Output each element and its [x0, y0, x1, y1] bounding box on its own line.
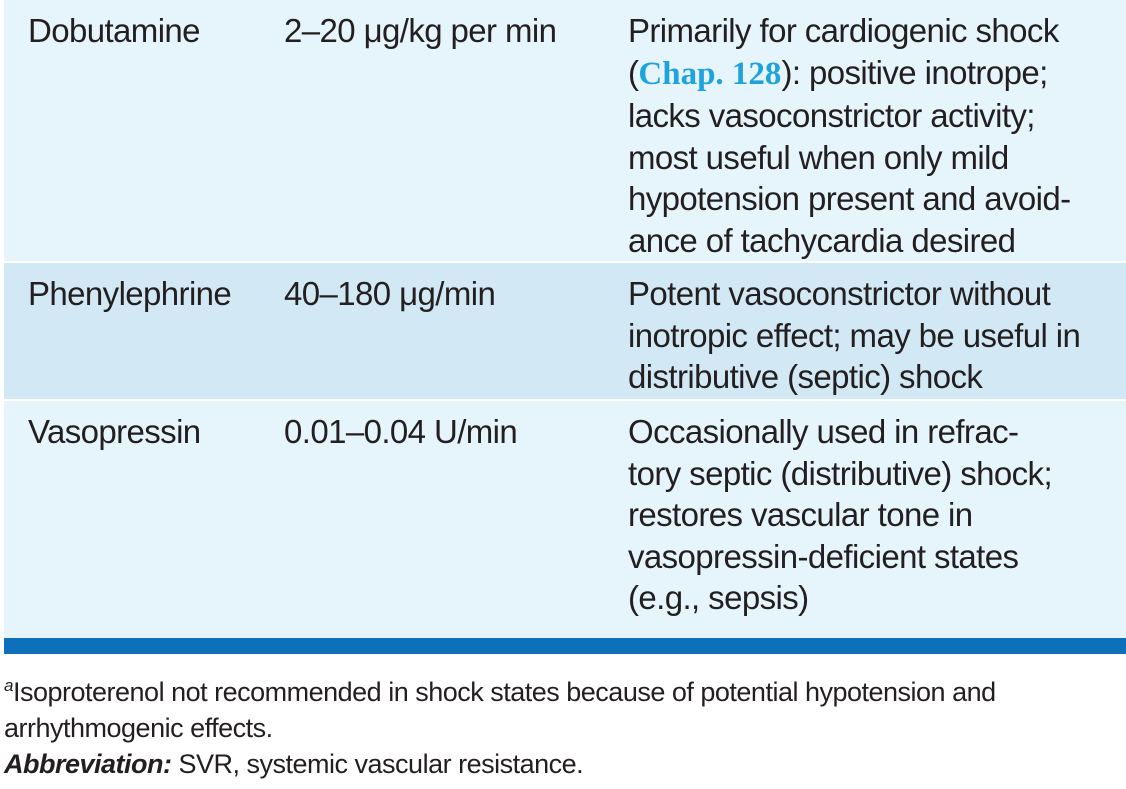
comment-line: lacks vasoconstrictor activity;	[628, 97, 1035, 134]
drug-comment: Potent vasoconstrictor without inotropic…	[628, 273, 1081, 398]
comment-line: Potent vasoconstrictor without	[628, 275, 1051, 312]
table-footnotes: aIsoproterenol not recommended in shock …	[4, 668, 996, 782]
table-row-phenylephrine: Phenylephrine 40–180 μg/min Potent vasoc…	[4, 263, 1126, 399]
drug-dose: 40–180 μg/min	[284, 275, 496, 312]
comment-line: Primarily for cardiogenic shock	[628, 12, 1059, 49]
comment-line: (e.g., sepsis)	[628, 579, 809, 616]
drug-name: Phenylephrine	[28, 275, 232, 312]
comment-line: distributive (septic) shock	[628, 358, 983, 395]
drug-name: Vasopressin	[28, 413, 201, 450]
abbreviation-label: Abbreviation:	[4, 749, 172, 779]
footnote-continuation: arrhythmogenic effects.	[4, 713, 273, 743]
comment-line-tail: ): positive inotrope;	[781, 53, 1048, 91]
paren-open: (	[628, 53, 639, 91]
footnote-isoproterenol: aIsoproterenol not recommended in shock …	[4, 668, 996, 710]
chapter-reference-link[interactable]: Chap. 128	[638, 55, 782, 92]
drug-table: Dobutamine 2–20 μg/kg per min Primarily …	[4, 0, 1126, 638]
row-divider	[4, 399, 1126, 401]
drug-dose: 0.01–0.04 U/min	[284, 413, 518, 450]
comment-line: ance of tachycardia desired	[628, 221, 1016, 259]
comment-line: (Chap. 128): positive inotrope;	[628, 52, 1071, 96]
footnote-text: Isoproterenol not recommended in shock s…	[12, 677, 996, 707]
table-row-vasopressin: Vasopressin 0.01–0.04 U/min Occasionally…	[4, 401, 1126, 638]
comment-line: most useful when only mild	[628, 138, 1009, 176]
abbreviation-note: Abbreviation: SVR, systemic vascular res…	[4, 746, 996, 782]
comment-line: Occasionally used in refrac-	[628, 413, 1019, 450]
row-divider	[4, 261, 1126, 263]
comment-line: tory septic (distributive) shock;	[628, 454, 1053, 492]
drug-comment: Primarily for cardiogenic shock (Chap. 1…	[628, 10, 1071, 261]
table-bottom-rule	[4, 638, 1126, 654]
drug-dose: 2–20 μg/kg per min	[284, 12, 557, 49]
drug-name: Dobutamine	[28, 12, 201, 49]
abbreviation-text: SVR, systemic vascular resistance.	[171, 749, 584, 779]
table-row-dobutamine: Dobutamine 2–20 μg/kg per min Primarily …	[4, 0, 1126, 262]
comment-line: hypotension present and avoid-	[628, 180, 1071, 217]
comment-line: restores vascular tone in	[628, 496, 973, 533]
comment-line: vasopressin-deficient states	[628, 537, 1019, 575]
footnote-marker: a	[4, 676, 13, 695]
comment-line: inotropic effect; may be useful in	[628, 316, 1081, 354]
drug-comment: Occasionally used in refrac- tory septic…	[628, 411, 1053, 619]
